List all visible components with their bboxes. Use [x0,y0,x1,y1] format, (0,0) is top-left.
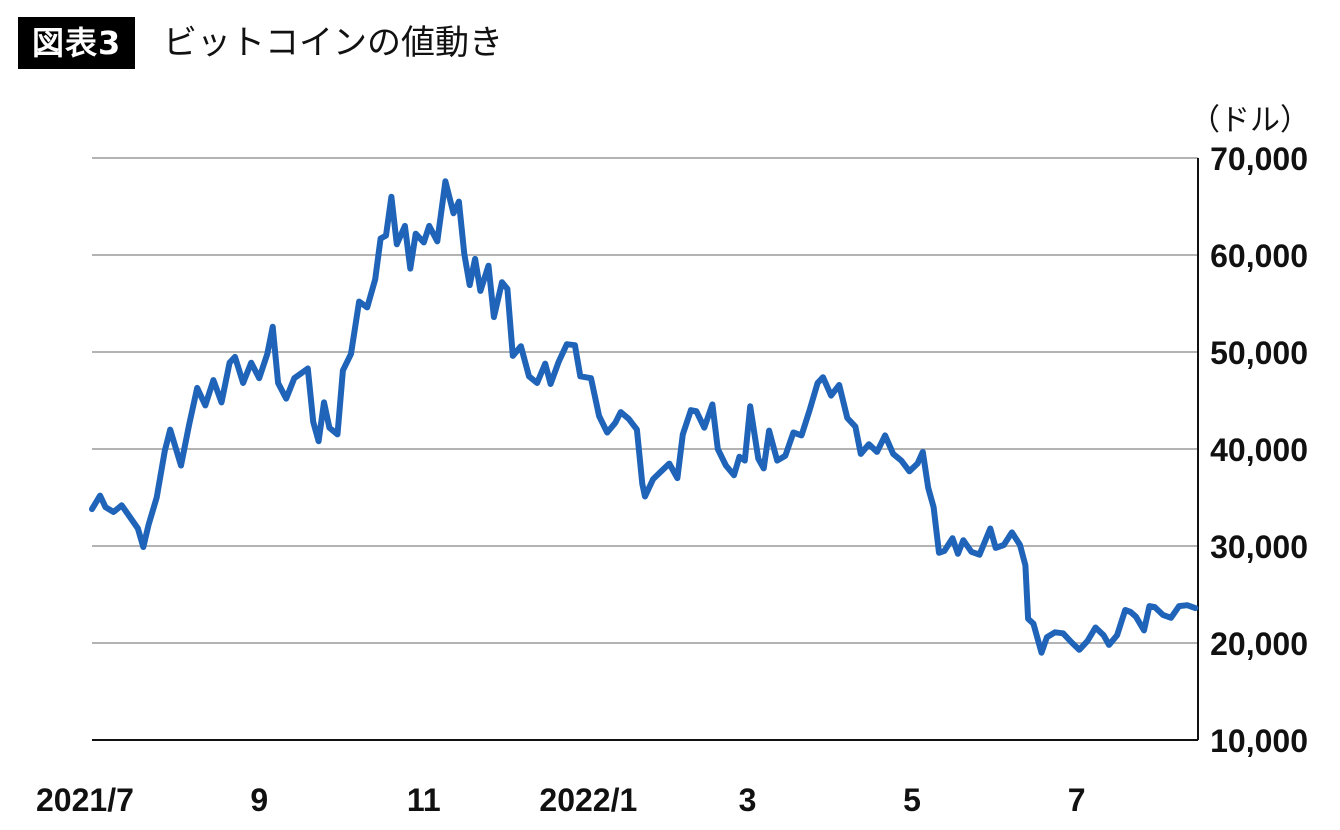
figure-number-badge: 図表3 [18,17,136,69]
y-tick-label: 30,000 [1210,529,1308,565]
gridlines [92,157,1198,644]
y-axis-unit-label: （ドル） [1190,103,1310,138]
x-tick-label: 11 [407,782,441,818]
chart-title: ビットコインの値動き [163,23,503,63]
y-tick-label: 50,000 [1210,335,1308,371]
bitcoin-price-series-line [89,178,1199,656]
x-tick-label: 2021/7 [36,782,134,818]
y-tick-label: 70,000 [1210,141,1308,177]
x-tick-labels: 2021/7 9 11 2022/1 3 5 7 [36,782,1086,818]
y-tick-label: 60,000 [1210,238,1308,274]
y-tick-labels: 10,000 20,000 30,000 40,000 50,000 60,000 70,0… [1210,141,1308,759]
x-tick-label: 2022/1 [539,782,637,818]
x-tick-label: 9 [250,782,268,818]
y-tick-label: 40,000 [1210,432,1308,468]
x-tick-label: 5 [903,782,921,818]
y-tick-label: 20,000 [1210,626,1308,662]
y-tick-label: 10,000 [1210,723,1308,759]
x-tick-label: 7 [1068,782,1086,818]
x-tick-label: 3 [739,782,757,818]
